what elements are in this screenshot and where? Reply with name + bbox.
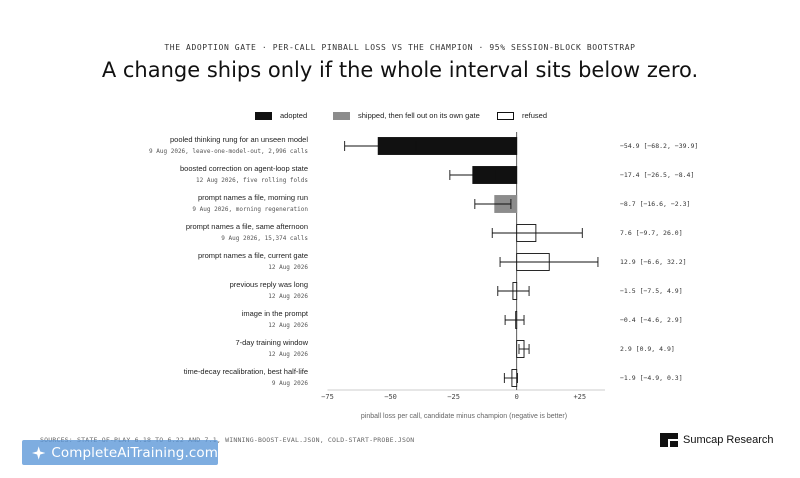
legend: adopted shipped, then fell out on its ow… [0,111,800,125]
row-value-annotation: 12.9 [−6.6, 32.2] [620,258,687,266]
row-sublabel: 12 Aug 2026, five rolling folds [196,177,308,184]
legend-swatch-shipped [333,111,350,120]
row-label: prompt names a file, morning run [198,193,308,202]
watermark-text: CompleteAiTraining.com [51,444,218,461]
row-value-annotation: −8.7 [−16.6, −2.3] [620,200,690,208]
row-sublabel: 12 Aug 2026 [268,351,308,358]
legend-item-refused: refused [497,111,547,120]
row-value-annotation: −1.5 [−7.5, 4.9] [620,287,683,295]
watermark-banner: CompleteAiTraining.com [22,440,218,465]
legend-label-refused: refused [522,111,548,120]
row-sublabel: 9 Aug 2026 [272,380,309,387]
x-tick-label: +25 [573,393,586,401]
legend-item-shipped: shipped, then fell out on its own gate [333,111,480,120]
sources-note: SOURCES: STATE-OF-PLAY 6.18 TO 6.22 AND … [40,436,415,444]
row-sublabel: 9 Aug 2026, 15,374 calls [221,235,308,242]
row-value-annotation: −1.9 [−4.9, 0.3] [620,374,683,382]
chart-kicker: THE ADOPTION GATE · PER-CALL PINBALL LOS… [164,43,636,52]
brand-logo-icon [660,433,678,447]
row-label: previous reply was long [230,280,308,289]
x-axis-label: pinball loss per call, candidate minus c… [361,413,567,420]
brand-name: Sumcap Research [683,434,774,446]
row-value-annotation: −17.4 [−26.5, −8.4] [620,171,694,179]
row-label: time-decay recalibration, best half-life [184,367,308,376]
row-label: boosted correction on agent-loop state [180,164,308,173]
row-sublabel: 12 Aug 2026 [268,293,308,300]
row-value-annotation: −0.4 [−4.6, 2.9] [620,316,683,324]
chart-headline: A change ships only if the whole interva… [101,58,699,82]
row-label: pooled thinking rung for an unseen model [170,135,308,144]
row-value-annotation: −54.9 [−68.2, −39.9] [620,142,698,150]
brand: Sumcap Research [660,433,774,447]
x-tick-label: −75 [321,393,334,401]
legend-swatch-refused [497,111,514,120]
row-label: prompt names a file, current gate [198,251,308,260]
row-sublabel: 12 Aug 2026 [268,264,308,271]
row-sublabel: 9 Aug 2026, morning regeneration [192,206,308,213]
row-value-annotation: 2.9 [0.9, 4.9] [620,345,675,353]
row-value-annotation: 7.6 [−9.7, 26.0] [620,229,683,237]
legend-swatch-adopted [255,111,272,120]
sparkle-icon [32,445,46,460]
x-tick-label: 0 [515,393,519,401]
x-tick-label: −25 [447,393,460,401]
legend-label-shipped: shipped, then fell out on its own gate [358,111,480,120]
row-label: image in the prompt [242,309,309,318]
legend-label-adopted: adopted [280,111,308,120]
x-tick-label: −50 [384,393,397,401]
legend-item-adopted: adopted [255,111,307,120]
row-sublabel: 12 Aug 2026 [268,322,308,329]
row-sublabel: 9 Aug 2026, leave-one-model-out, 2,996 c… [149,148,308,155]
row-label: prompt names a file, same afternoon [186,222,308,231]
row-label: 7-day training window [235,338,308,347]
